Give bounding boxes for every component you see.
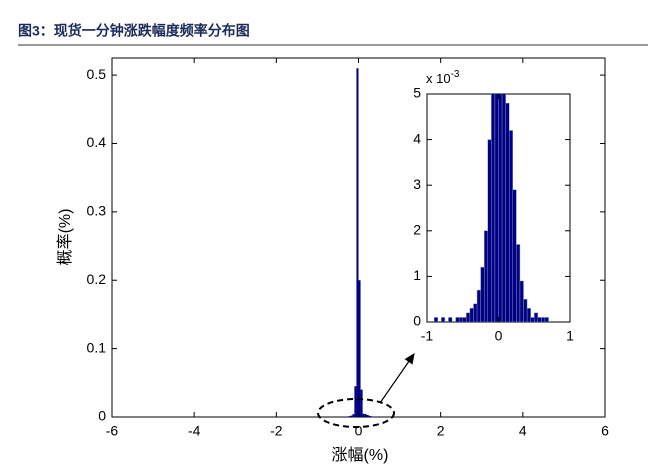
x-tick-label: 0 <box>495 328 503 344</box>
bar <box>462 317 467 322</box>
bar <box>487 139 492 322</box>
bar <box>498 94 503 322</box>
bar <box>512 189 517 322</box>
main-plot: -6 -4 -2 0 2 4 6 0 0.1 0.2 0.3 0.4 0.5 <box>87 58 609 439</box>
bar <box>541 317 546 322</box>
bar <box>509 130 514 322</box>
zoom-ellipse <box>317 398 395 428</box>
bar <box>352 414 355 417</box>
bar <box>494 94 499 322</box>
bar <box>476 289 481 322</box>
bar <box>530 317 535 322</box>
bar <box>519 280 524 322</box>
bar <box>534 312 539 322</box>
inset-scale: x 10-3 <box>426 69 460 87</box>
x-axis-label: 涨幅(%) <box>332 446 389 464</box>
bar <box>473 303 478 322</box>
inset-scale-exponent: -3 <box>451 69 460 80</box>
x-tick-label: -6 <box>106 423 119 439</box>
bar <box>505 102 510 322</box>
y-tick-label: 1 <box>413 267 421 283</box>
bar <box>350 415 353 417</box>
bar <box>523 299 528 322</box>
x-tick-label: -4 <box>188 423 201 439</box>
zoom-arrow <box>379 353 415 404</box>
bar <box>458 317 463 322</box>
bar <box>448 317 453 322</box>
y-tick-label: 0 <box>98 408 106 424</box>
bar <box>360 389 363 417</box>
x-tick-label: 2 <box>437 423 445 439</box>
bar <box>469 308 474 322</box>
bar <box>364 414 367 417</box>
bar <box>480 267 485 322</box>
y-tick-label: 0.5 <box>87 66 107 82</box>
x-tick-label: 1 <box>566 328 574 344</box>
x-tick-label: 6 <box>601 423 609 439</box>
bar <box>433 317 438 322</box>
x-tick-label: 0 <box>355 423 363 439</box>
y-tick-label: 5 <box>413 85 421 101</box>
bar <box>358 280 361 417</box>
bar <box>516 244 521 322</box>
page-title: 图3：现货一分钟涨跌幅度频率分布图 <box>18 23 250 39</box>
bar <box>537 317 542 322</box>
bar <box>441 317 446 322</box>
bar <box>366 415 369 417</box>
inset-scale-base: x 10 <box>426 71 451 86</box>
bar <box>491 94 496 322</box>
y-tick-label: 0.2 <box>87 271 107 287</box>
bar <box>544 317 549 322</box>
bar <box>484 230 488 322</box>
bar <box>348 416 351 417</box>
y-tick-label: 3 <box>413 176 421 192</box>
y-tick-label: 0.1 <box>87 339 107 355</box>
bar <box>501 94 506 322</box>
x-tick-label: -2 <box>270 423 283 439</box>
y-tick-label: 0.4 <box>87 134 107 150</box>
bar <box>526 308 531 322</box>
bar <box>354 386 357 417</box>
bar <box>370 416 373 417</box>
y-tick-label: 0 <box>413 313 421 329</box>
bars <box>433 94 549 322</box>
y-axis-label: 概率(%) <box>56 209 74 266</box>
bars <box>321 68 388 417</box>
bar <box>466 312 471 322</box>
bar <box>362 413 365 417</box>
y-tick-label: 4 <box>413 130 421 146</box>
bar <box>455 317 460 322</box>
x-tick-label: -1 <box>421 328 434 344</box>
y-tick-label: 2 <box>413 222 421 238</box>
bar <box>368 415 371 417</box>
y-tick-label: 0.3 <box>87 203 107 219</box>
bar <box>356 68 359 417</box>
x-tick-label: 4 <box>519 423 527 439</box>
